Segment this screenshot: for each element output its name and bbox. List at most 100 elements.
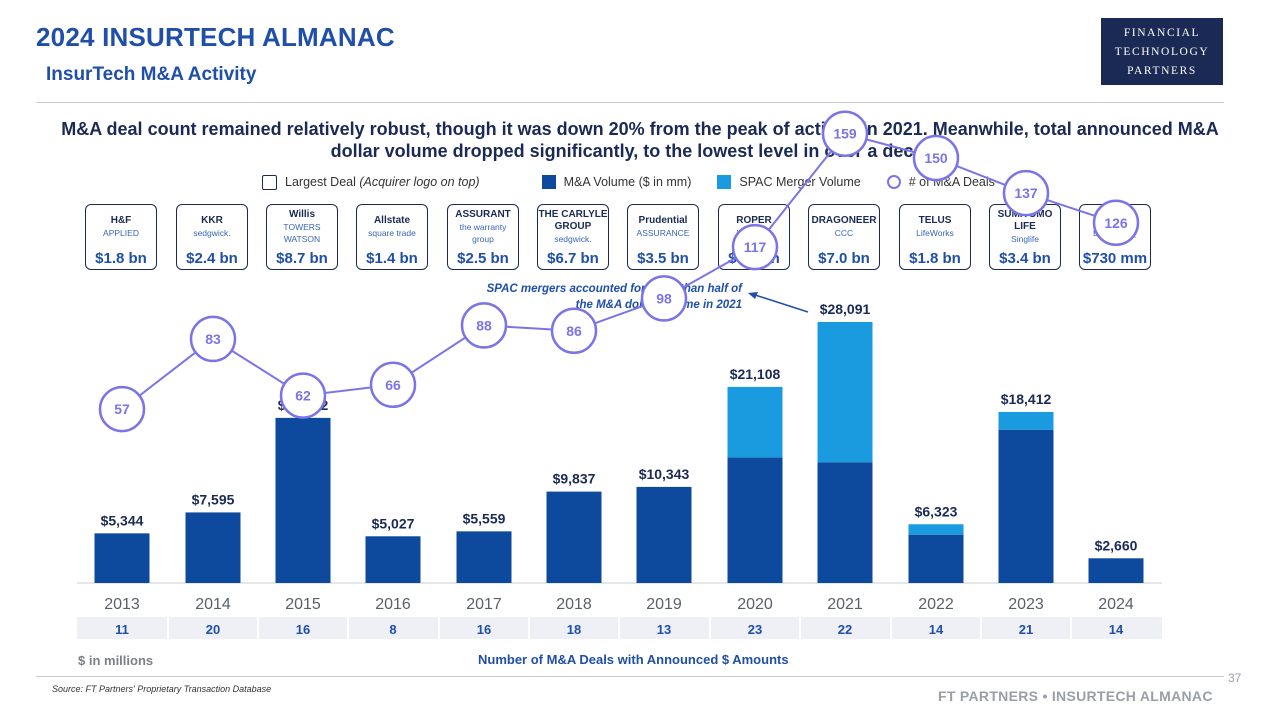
logo-line: PARTNERS: [1127, 64, 1197, 77]
acquirer-logo: ROPER: [736, 215, 772, 226]
bar-total-label: $7,595: [192, 491, 235, 507]
announced-count-label: 21: [1019, 622, 1033, 637]
bar-total-label: $5,027: [372, 515, 415, 531]
deal-logos: Willis TOWERS WATSON: [267, 205, 337, 249]
header-divider: [36, 102, 1224, 103]
deal-logos: Prudential ASSURANCE: [628, 205, 698, 249]
spac-volume-bar: [908, 524, 964, 535]
deal-count-label: 83: [205, 331, 221, 347]
deal-count-label: 117: [744, 239, 767, 255]
legend-ma-label: M&A Volume ($ in mm): [563, 175, 692, 189]
deal-value: $1.8 bn: [95, 250, 147, 267]
largest-deal-card: KKR sedgwick. $2.4 bn: [176, 204, 248, 270]
bar-total-label: $5,559: [463, 510, 506, 526]
deal-count-label: 62: [295, 388, 311, 404]
deal-value: $1.4 bn: [366, 250, 418, 267]
deal-count-marker: [279, 372, 327, 419]
bar-total-label: $2,660: [1095, 537, 1138, 553]
ma-volume-bar: [185, 512, 241, 583]
deal-count-label: 150: [924, 150, 948, 166]
deal-count-marker: [1092, 199, 1140, 247]
acquirer-logo: KKR: [201, 215, 223, 226]
spac-volume-bar: [817, 322, 873, 463]
spac-volume-bar: [727, 386, 783, 458]
legend-largest-deal-label: Largest Deal: [285, 175, 356, 189]
x-tick-label: 2014: [195, 596, 231, 613]
page-subtitle: InsurTech M&A Activity: [46, 64, 257, 85]
largest-deal-card: TELUS LifeWorks $1.8 bn: [899, 204, 971, 270]
ma-volume-bar: [365, 536, 421, 583]
x-tick-label: 2022: [918, 596, 954, 613]
acquirer-logo: Prudential: [638, 215, 688, 226]
x-tick-label: 2016: [375, 596, 411, 613]
x-tick-label: 2017: [466, 596, 502, 613]
deal-count-marker: [189, 315, 237, 363]
largest-deal-card: Willis TOWERS WATSON $8.7 bn: [266, 204, 338, 270]
ma-volume-bar: [998, 429, 1054, 583]
legend-deal-count-swatch: [886, 175, 901, 189]
acquirer-logo: Willis: [288, 209, 316, 220]
deal-count-label: 88: [476, 317, 492, 333]
deal-value: $730 mm: [1082, 250, 1148, 267]
target-logo: sedgwick.: [554, 234, 592, 244]
deal-value: $3.5 bn: [637, 250, 689, 267]
deal-count-label: 137: [1014, 185, 1038, 201]
deal-value: $2.5 bn: [457, 250, 509, 267]
announced-count-caption: Number of M&A Deals with Announced $ Amo…: [478, 652, 789, 667]
deal-count-label: 159: [833, 126, 857, 142]
target-logo: CCC: [834, 228, 854, 238]
ma-volume-bar: [727, 457, 783, 583]
deal-count-marker: [731, 223, 779, 271]
ma-volume-bar: [1088, 558, 1144, 583]
target-logo: sedgwick.: [193, 228, 231, 238]
deal-value: $3.4 bn: [999, 250, 1051, 267]
announced-count-label: 16: [477, 622, 491, 637]
legend-ma-volume: M&A Volume ($ in mm): [541, 175, 692, 189]
largest-deal-card: Allstate square trade $1.4 bn: [356, 204, 428, 270]
deal-count-marker: [912, 134, 960, 182]
deal-logos: ASSURANT the warranty group: [448, 205, 518, 249]
source-note: Source: FT Partners' Proprietary Transac…: [52, 684, 272, 694]
acquirer-logo: H&F: [110, 215, 132, 226]
deal-value: $1.8 bn: [909, 250, 961, 267]
deal-value: $2.4 bn: [186, 250, 238, 267]
footer-divider: [36, 676, 1224, 677]
target-logo: the warranty group: [459, 222, 507, 244]
largest-deal-card: ASSURANT the warranty group $2.5 bn: [447, 204, 519, 270]
deal-count-label: 66: [385, 377, 401, 393]
ma-volume-bar: [275, 417, 331, 583]
deal-logos: TELUS LifeWorks: [900, 205, 970, 249]
legend-spac-volume: SPAC Merger Volume: [717, 175, 861, 189]
x-tick-label: 2023: [1008, 596, 1044, 613]
x-tick-label: 2013: [104, 596, 140, 613]
largest-deal-card: Prudential ASSURANCE $3.5 bn: [627, 204, 699, 270]
deal-count-marker: [460, 302, 508, 349]
ma-volume-bar: [908, 534, 964, 583]
legend-spac-swatch: [717, 175, 732, 189]
deal-count-label: 98: [656, 290, 672, 306]
target-logo: APPLIED: [103, 228, 139, 238]
ft-partners-logo: FINANCIAL TECHNOLOGY PARTNERS: [1101, 18, 1223, 85]
page-title: 2024 INSURTECH ALMANAC: [36, 22, 395, 52]
chart-legend: Largest Deal (Acquirer logo on top) M&A …: [262, 172, 1021, 192]
announced-count-label: 14: [929, 622, 944, 637]
ma-volume-bar: [546, 491, 602, 583]
ma-volume-bar: [456, 531, 512, 583]
acquirer-logo: THE CARLYLE GROUP: [538, 209, 608, 232]
deal-value: $7.0 bn: [818, 250, 870, 267]
bar-total-label: $18,412: [1001, 391, 1052, 407]
largest-deal-card: THE CARLYLE GROUP sedgwick. $6.7 bn: [537, 204, 609, 270]
deal-count-label: 126: [1104, 215, 1128, 231]
deal-logos: Allstate square trade: [357, 205, 427, 249]
acquirer-logo: ASSURANT: [455, 209, 511, 220]
ma-volume-bar: [817, 462, 873, 583]
deal-count-marker: [369, 361, 417, 409]
announced-count-label: 20: [206, 622, 220, 637]
acquirer-logo: Allstate: [373, 215, 411, 226]
announced-count-label: 13: [657, 622, 671, 637]
deal-count-label: 57: [114, 401, 130, 417]
x-tick-label: 2021: [827, 596, 863, 613]
x-tick-label: 2020: [737, 596, 773, 613]
deal-logos: H&F APPLIED: [86, 205, 156, 249]
